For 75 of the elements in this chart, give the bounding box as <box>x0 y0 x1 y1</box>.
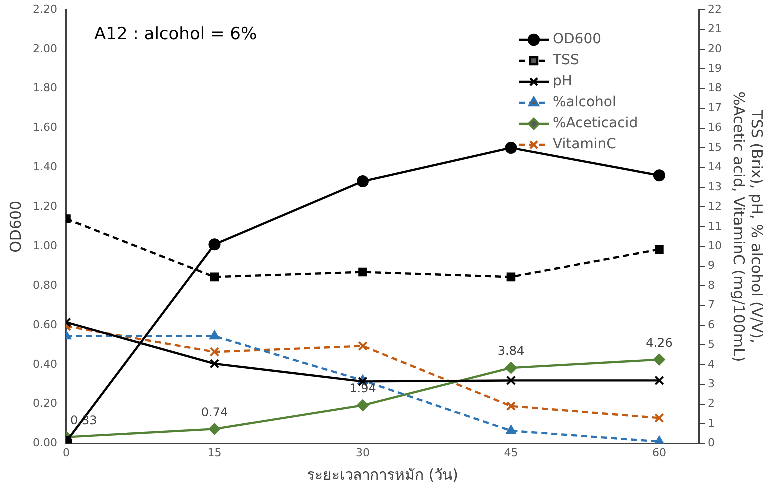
data-label: 1.94 <box>350 382 376 396</box>
legend-label: TSS <box>552 52 580 69</box>
point <box>506 401 516 412</box>
legend-label: pH <box>553 74 572 90</box>
y2-tick-label: 3 <box>708 378 716 391</box>
point <box>210 347 220 357</box>
point <box>208 238 221 251</box>
point <box>505 362 518 374</box>
y2-tick-label: 8 <box>708 278 716 292</box>
y2-tick-label: 12 <box>708 200 722 214</box>
data-label: 3.84 <box>498 344 525 358</box>
point <box>653 354 666 366</box>
x-tick-label: 0 <box>62 446 70 460</box>
y-tick-label: 0.60 <box>32 318 58 332</box>
y2-tick-label: 10 <box>708 239 722 252</box>
annotation: A12 : alcohol = 6% <box>94 24 258 44</box>
point <box>358 268 368 277</box>
y2-tick-label: 19 <box>708 62 722 76</box>
y-tick-label: 2.00 <box>32 42 58 56</box>
y2-tick-label: 4 <box>708 358 716 371</box>
y2-tick-label: 14 <box>708 160 722 174</box>
point <box>505 142 518 154</box>
y2-tick-label: 22 <box>708 2 722 16</box>
y2-tick-label: 18 <box>708 82 722 95</box>
data-label: 4.26 <box>646 336 673 350</box>
point <box>356 400 369 412</box>
point <box>209 330 220 340</box>
y2-tick-label: 9 <box>708 259 716 272</box>
point <box>210 272 220 282</box>
point <box>654 413 664 424</box>
point <box>506 272 516 282</box>
y2-tick-label: 7 <box>708 298 716 312</box>
y2-tick-label: 5 <box>708 338 716 352</box>
data-label: 0.74 <box>201 405 228 420</box>
point <box>654 376 664 386</box>
y2-tick-label: 6 <box>708 318 716 332</box>
y-tick-label: 1.20 <box>32 200 58 214</box>
y2-tick-label: 20 <box>708 42 722 56</box>
x-tick-label: 15 <box>208 446 222 460</box>
point <box>506 424 516 434</box>
point <box>356 176 369 188</box>
y-tick-label: 1.40 <box>32 160 58 174</box>
y-tick-label: 0.00 <box>32 436 58 450</box>
legend-label: VitaminC <box>553 136 617 153</box>
y-tick-label: 1.80 <box>32 82 58 95</box>
x-tick-label: 45 <box>504 446 518 460</box>
legend-label: OD600 <box>553 32 602 48</box>
y-tick-label: 0.40 <box>32 358 58 371</box>
y2-tick-label: 16 <box>708 121 722 134</box>
point <box>655 245 664 254</box>
y2-axis-title: TSS (Brix), pH, % alcohol (V/V), %Acetic acid, VitaminC (mg/100mL) <box>730 92 766 362</box>
legend-label: %alcohol <box>553 94 616 111</box>
x-tick-label: 60 <box>652 446 666 460</box>
point <box>208 423 221 436</box>
point <box>653 170 666 182</box>
y-tick-label: 1.60 <box>32 121 58 134</box>
y-axis-title: OD600 <box>6 200 25 253</box>
y2-tick-label: 15 <box>708 140 722 154</box>
y2-tick-label: 21 <box>708 22 722 36</box>
y2-tick-label: 13 <box>708 180 722 194</box>
y2-tick-label: 0 <box>708 436 716 450</box>
x-axis-title: ระยะเวลาการหมัก (วัน) <box>307 466 458 484</box>
y-tick-label: 2.20 <box>32 2 58 16</box>
y2-tick-label: 17 <box>708 101 722 114</box>
y-tick-label: 1.00 <box>32 239 58 252</box>
y2-tick-label: 1 <box>708 416 716 430</box>
point <box>210 359 220 369</box>
y-tick-label: 0.20 <box>32 397 58 410</box>
y-tick-label: 0.80 <box>32 278 58 292</box>
y2-tick-label: 11 <box>708 220 722 233</box>
point <box>358 341 368 352</box>
y2-tick-label: 2 <box>708 397 716 410</box>
legend-label: %Aceticacid <box>553 116 638 132</box>
x-tick-label: 30 <box>356 446 370 460</box>
point <box>506 376 516 386</box>
